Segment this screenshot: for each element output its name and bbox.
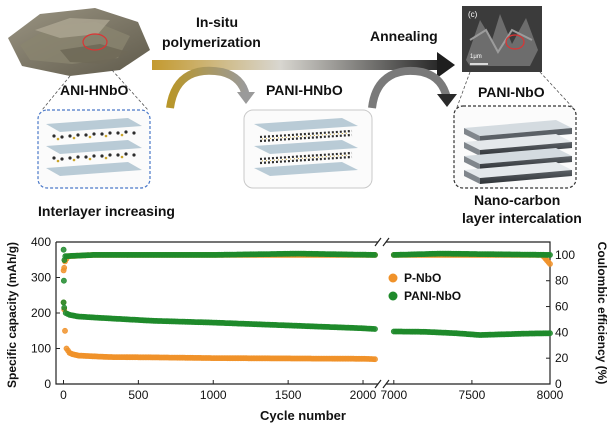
stage-title-pani-hnbo: PANI-HNbO [266,82,343,98]
legend-marker [388,291,398,301]
y-left-tick-label: 400 [31,235,51,249]
legend-marker [388,273,398,283]
y-right-tick-label: 60 [555,300,569,314]
x-tick-label: 2000 [350,388,377,402]
x-tick-label: 1000 [200,388,227,402]
data-point [61,277,67,284]
flake-powder-image [8,8,150,76]
y-left-tick-label: 200 [31,306,51,320]
schematic-diagram [8,6,577,189]
sem-panel-letter: (c) [468,10,478,19]
step-label-insitu: In-situ [196,14,238,30]
caption-nano-carbon-line2: layer intercalation [462,210,582,226]
x-tick-label: 8000 [537,388,564,402]
process-arrow [152,52,455,78]
legend-label: P-NbO [404,271,441,285]
stage-title-pani-nbo: PANI-NbO [478,84,545,100]
caption-interlayer: Interlayer increasing [38,203,175,219]
x-tick-label: 0 [60,388,67,402]
data-point [62,327,68,334]
y-right-tick-label: 0 [555,377,562,391]
data-point [372,356,378,363]
y-right-tick-label: 20 [555,351,569,365]
left-panel-frame [55,241,378,385]
layered-structure-nano-carbon [464,120,572,184]
series-pani-nbo [60,299,553,338]
series-p-nbo [60,299,378,363]
highlight-circle [82,33,108,51]
series-pani-nbo-ce [60,246,553,284]
y-left-tick-label: 0 [44,377,51,391]
axis-break-mark [374,237,382,247]
y-left-tick-label: 300 [31,271,51,285]
legend-label: PANI-NbO [404,289,461,303]
y-left-axis-label: Specific capacity (mAh/g) [5,242,19,388]
x-tick-label: 500 [128,388,148,402]
layered-structure-ani [46,118,142,176]
data-point [547,261,553,267]
y-left-tick-label: 100 [31,342,51,356]
data-point [372,251,378,258]
curved-arrow-polymerization [166,66,255,109]
data-point [372,326,378,332]
stage-title-ani-hnbo: ANI-HNbO [60,82,129,98]
step-label-polymerization: polymerization [162,34,261,50]
caption-nano-carbon-line1: Nano-carbon [474,192,561,208]
data-point [547,330,553,337]
layered-structure-pani [254,118,358,176]
axis-break-mark [382,237,390,247]
axis-break-mark [374,379,382,389]
data-point [547,251,553,258]
right-panel-frame [386,241,551,385]
y-right-axis-label: Coulombic efficiency (%) [595,242,607,385]
curved-arrow-annealing [368,66,457,109]
sem-scale-label: 1μm [470,54,482,60]
y-right-tick-label: 40 [555,325,569,339]
data-point [60,246,67,253]
step-label-annealing: Annealing [370,28,438,44]
sem-highlight-circle [505,34,525,50]
axis-break-mark [382,379,390,389]
data-point [60,299,67,306]
x-tick-label: 7000 [380,388,407,402]
x-tick-label: 1500 [275,388,302,402]
x-axis-label: Cycle number [260,408,346,423]
data-point [61,304,68,311]
sem-image [462,6,542,72]
y-right-tick-label: 80 [555,274,569,288]
y-right-tick-label: 100 [555,248,575,262]
callout-lines [41,69,576,111]
x-tick-label: 7500 [459,388,486,402]
data-point [61,264,68,271]
